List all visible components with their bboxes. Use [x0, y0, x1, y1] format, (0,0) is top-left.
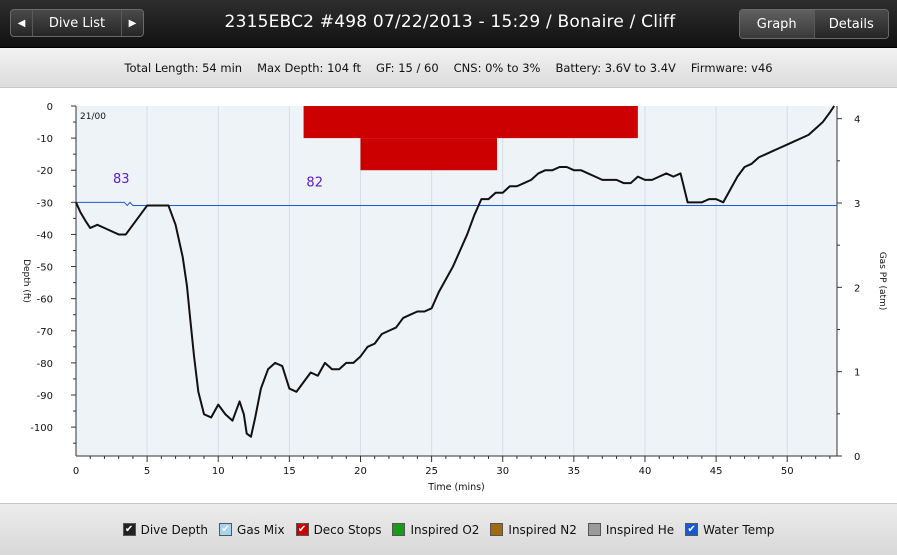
- y-tick-label: -40: [37, 230, 53, 241]
- x-tick-label: 50: [781, 466, 794, 477]
- previous-dive-button[interactable]: ◀: [11, 10, 33, 36]
- y2-tick-label: 1: [854, 368, 860, 379]
- x-tick-label: 15: [283, 466, 296, 477]
- y-axis-label: Depth (ft): [21, 259, 31, 303]
- deco-stop-bar: [303, 106, 638, 139]
- x-tick-label: 5: [144, 466, 150, 477]
- legend-checkbox[interactable]: [392, 523, 406, 536]
- tab-graph[interactable]: Graph: [740, 10, 814, 38]
- y-tick-label: -10: [37, 134, 53, 145]
- legend-label: Gas Mix: [237, 522, 285, 537]
- y-tick-label: -60: [37, 295, 53, 306]
- legend-checkbox[interactable]: [587, 523, 601, 536]
- legend-item-dive-depth[interactable]: ✔ Dive Depth: [122, 522, 209, 537]
- view-switcher: Graph Details: [739, 9, 889, 39]
- y2-tick-label: 3: [854, 199, 860, 210]
- x-tick-label: 25: [425, 466, 438, 477]
- next-dive-button[interactable]: ▶: [121, 10, 143, 36]
- battery-text: Battery: 3.6V to 3.4V: [555, 60, 676, 75]
- x-axis-label: Time (mins): [427, 482, 485, 493]
- legend-label: Inspired O2: [410, 522, 480, 537]
- y-tick-label: -80: [37, 359, 53, 370]
- dive-list-button[interactable]: Dive List: [48, 15, 106, 31]
- y-tick-label: -30: [37, 198, 53, 209]
- y2-tick-label: 4: [854, 115, 860, 126]
- y2-tick-label: 0: [854, 452, 860, 463]
- legend-checkbox[interactable]: ✔: [685, 523, 699, 536]
- legend-item-water-temp[interactable]: ✔ Water Temp: [685, 523, 774, 537]
- x-tick-label: 35: [567, 466, 580, 477]
- legend-item-inspired-o2[interactable]: Inspired O2: [392, 523, 479, 537]
- legend-label: Inspired He: [605, 522, 675, 537]
- legend-label: Dive Depth: [140, 522, 209, 537]
- legend-item-deco-stops[interactable]: ✔ Deco Stops: [295, 522, 382, 537]
- legend-label: Deco Stops: [313, 522, 382, 537]
- dive-depth-line: [75, 105, 835, 438]
- water-temp-line: [76, 201, 837, 207]
- y-tick-label: -20: [37, 166, 53, 177]
- legend-label: Inspired N2: [508, 522, 577, 537]
- dive-title: 2315EBC2 #498 07/22/2013 - 15:29 / Bonai…: [224, 12, 676, 32]
- legend-item-gas-mix[interactable]: ✔ Gas Mix: [219, 523, 285, 537]
- legend-checkbox[interactable]: [490, 523, 504, 536]
- y2-tick-label: 2: [854, 283, 860, 294]
- gradient-factor-text: GF: 15 / 60: [376, 60, 439, 75]
- legend-checkbox[interactable]: ✔: [295, 523, 309, 536]
- legend-label: Water Temp: [703, 522, 775, 537]
- deco-stop-bar: [360, 138, 498, 171]
- water-temp-label: 83: [113, 172, 130, 187]
- legend-item-inspired-he[interactable]: Inspired He: [587, 522, 675, 537]
- dive-summary-bar: Total Length: 54 min Max Depth: 104 ft G…: [0, 48, 897, 88]
- y2-axis-label: Gas PP (atm): [877, 252, 887, 311]
- dive-list-nav: ◀ Dive List ▶: [10, 9, 144, 37]
- total-length-text: Total Length: 54 min: [124, 60, 243, 75]
- graph-legend: ✔ Dive Depth ✔ Gas Mix ✔ Deco Stops Inspired O…: [0, 503, 897, 555]
- gas-mix-label: 21/00: [80, 112, 106, 122]
- x-tick-label: 10: [212, 466, 225, 477]
- x-tick-label: 0: [73, 466, 79, 477]
- x-tick-label: 20: [354, 466, 367, 477]
- x-tick-label: 45: [710, 466, 723, 477]
- y-tick-label: -100: [30, 423, 53, 434]
- legend-checkbox[interactable]: ✔: [122, 523, 136, 536]
- top-toolbar: ◀ Dive List ▶ 2315EBC2 #498 07/22/2013 -…: [0, 0, 897, 48]
- max-depth-text: Max Depth: 104 ft: [257, 60, 362, 75]
- legend-checkbox[interactable]: ✔: [219, 523, 233, 536]
- y-tick-label: -90: [37, 391, 53, 402]
- firmware-text: Firmware: v46: [690, 60, 773, 75]
- x-tick-label: 40: [639, 466, 652, 477]
- dive-graph-panel: 0 -10 -20 -30 -40 -50 -60 -70 -80 -90 -100 0 1 2 3 4 0 5 1…: [0, 89, 897, 503]
- x-tick-label: 30: [496, 466, 509, 477]
- y-tick-label: 0: [47, 102, 53, 113]
- cns-text: CNS: 0% to 3%: [453, 60, 541, 75]
- y-tick-label: -50: [37, 263, 53, 274]
- water-temp-label: 82: [306, 175, 323, 190]
- legend-item-inspired-n2[interactable]: Inspired N2: [490, 522, 577, 537]
- y-tick-label: -70: [37, 327, 53, 338]
- tab-details[interactable]: Details: [813, 10, 888, 38]
